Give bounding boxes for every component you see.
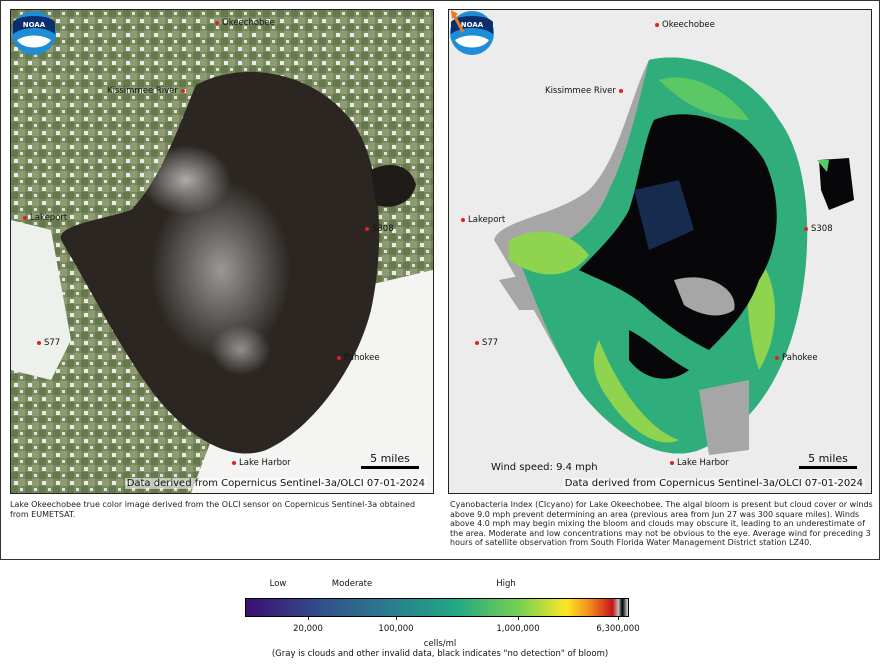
location-marker-icon [775, 355, 779, 360]
place-label: Lake Harbor [670, 458, 729, 468]
location-marker-icon [461, 217, 465, 222]
place-label: S308 [365, 224, 394, 234]
true-color-caption: Lake Okeechobee true color image derived… [10, 500, 416, 519]
location-marker-icon [804, 226, 808, 231]
place-label: S77 [475, 338, 498, 348]
colorbar [245, 598, 629, 617]
colorbar-tick-label: 6,300,000 [596, 624, 640, 634]
place-label: Pahokee [775, 353, 818, 363]
location-marker-icon [37, 340, 41, 345]
place-label: Lake Harbor [232, 458, 291, 468]
cyano-index-caption: Cyanobacteria Index (CIcyano) for Lake O… [450, 500, 873, 547]
location-marker-icon [365, 226, 369, 231]
colorbar-unit: cells/ml (Gray is clouds and other inval… [272, 639, 608, 659]
location-marker-icon [215, 20, 219, 25]
true-color-map: Okeechobee Kissimmee River Lakeport S308… [10, 9, 434, 494]
location-marker-icon [670, 460, 674, 465]
place-label: Okeechobee [215, 18, 275, 28]
colorbar-unit-label: cells/ml [423, 639, 457, 649]
scale-bar: 5 miles [799, 452, 857, 469]
place-label: Okeechobee [655, 20, 715, 30]
noaa-logo-icon: NOAA [12, 11, 56, 55]
cyano-index-map: Okeechobee Kissimmee River Lakeport S308… [448, 9, 872, 494]
place-label: S308 [804, 224, 833, 234]
place-label: S77 [37, 338, 60, 348]
colorbar-note: (Gray is clouds and other invalid data, … [271, 649, 609, 659]
location-marker-icon [475, 340, 479, 345]
location-marker-icon [180, 88, 185, 93]
colorbar-tick-label: 1,000,000 [496, 624, 540, 634]
place-label: Lakeport [23, 213, 67, 223]
colorbar-tick [518, 616, 519, 620]
cyano-index-image [494, 57, 854, 455]
scale-bar: 5 miles [361, 452, 419, 469]
location-marker-icon [337, 355, 341, 360]
location-marker-icon [655, 22, 659, 27]
svg-text:NOAA: NOAA [23, 21, 46, 29]
wind-direction-arrow-icon [451, 10, 465, 33]
true-color-image [11, 10, 433, 493]
colorbar-tick-label: 20,000 [293, 624, 323, 634]
colorbar-tick [396, 616, 397, 620]
place-label: Kissimmee River [107, 86, 185, 96]
place-label: Kissimmee River [545, 86, 623, 96]
location-marker-icon [232, 460, 236, 465]
wind-speed-label: Wind speed: 9.4 mph [491, 462, 598, 473]
colorbar-tick [618, 616, 619, 620]
legend-level-moderate: Moderate [331, 579, 373, 589]
noaa-logo-icon: NOAA [450, 11, 494, 55]
source-attribution: Data derived from Copernicus Sentinel-3a… [124, 478, 427, 489]
svg-text:NOAA: NOAA [461, 21, 484, 29]
place-label: Pahokee [337, 353, 380, 363]
colorbar-tick-label: 100,000 [378, 624, 414, 634]
place-label: Lakeport [461, 215, 505, 225]
location-marker-icon [23, 215, 27, 220]
location-marker-icon [618, 88, 623, 93]
source-attribution: Data derived from Copernicus Sentinel-3a… [562, 478, 865, 489]
colorbar-tick [308, 616, 309, 620]
legend-level-low: Low [269, 579, 287, 589]
legend-level-high: High [496, 579, 516, 589]
